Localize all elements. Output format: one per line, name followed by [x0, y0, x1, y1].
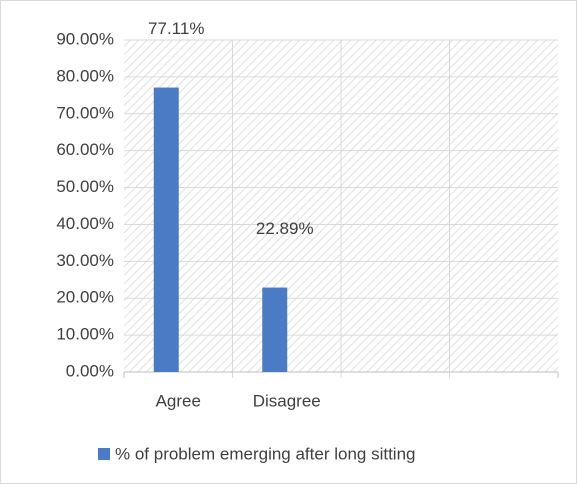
y-tick-label: 60.00%	[56, 140, 114, 159]
y-tick-label: 80.00%	[56, 66, 114, 85]
x-tick-label: Disagree	[253, 391, 321, 410]
y-tick-label: 30.00%	[56, 251, 114, 270]
y-tick-label: 90.00%	[56, 29, 114, 48]
data-label: 77.11%	[148, 19, 204, 38]
bar	[262, 287, 288, 372]
y-tick-label: 0.00%	[66, 361, 114, 380]
y-tick-label: 10.00%	[56, 325, 114, 344]
legend-swatch	[98, 448, 110, 460]
y-tick-label: 20.00%	[56, 288, 114, 307]
x-tick-label: Agree	[156, 391, 201, 410]
y-tick-label: 70.00%	[56, 103, 114, 122]
bar	[153, 87, 179, 372]
data-label: 22.89%	[256, 219, 314, 238]
y-tick-label: 40.00%	[56, 214, 114, 233]
y-tick-label: 50.00%	[56, 177, 114, 196]
legend-label: % of problem emerging after long sitting	[115, 444, 416, 463]
